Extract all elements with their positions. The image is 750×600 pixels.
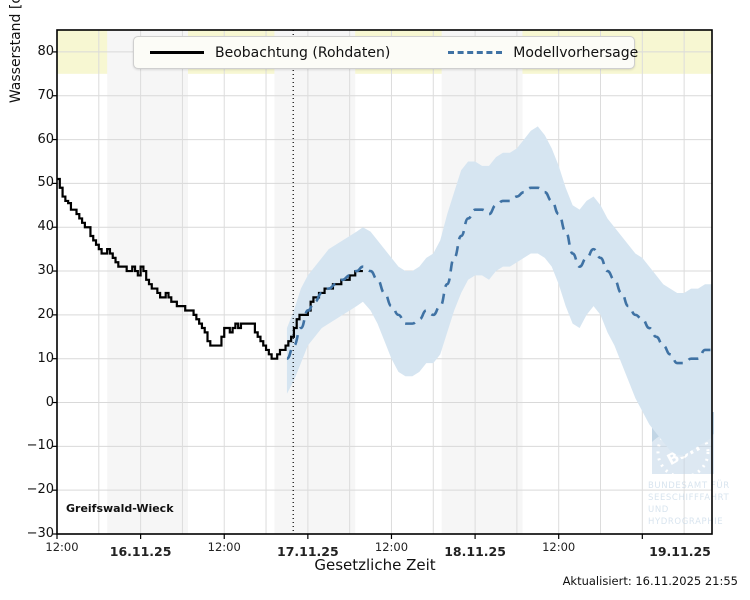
x-axis-ticks: 12:00 16.11.25 12:00 17.11.25 12:00 18.11.25 1… — [0, 536, 750, 559]
forecast-line — [286, 186, 712, 365]
updated-timestamp: Aktualisiert: 16.11.2025 21:55 — [562, 574, 738, 588]
x-tick-label: 16.11.25 — [109, 544, 172, 559]
x-tick-label: 18.11.25 — [444, 544, 506, 559]
legend-label-forecast: Modellvorhersage — [513, 44, 639, 61]
y-tick-label: −30 — [26, 526, 54, 541]
solid-line-icon — [150, 51, 204, 54]
y-tick-label: 70 — [37, 87, 54, 103]
y-tick-label: −10 — [26, 438, 54, 454]
y-tick-label: 40 — [37, 219, 54, 235]
dashed-line-icon — [448, 51, 503, 54]
svg-text:HYDROGRAPHIE: HYDROGRAPHIE — [648, 517, 723, 527]
svg-text:SEESCHIFFFAHRT: SEESCHIFFFAHRT — [648, 493, 730, 503]
x-tick-label: 12:00 — [45, 540, 79, 554]
legend-item-observation: Beobachtung (Rohdaten) — [150, 45, 390, 61]
y-tick-label: −20 — [26, 482, 54, 498]
x-axis-label: Gesetzliche Zeit — [314, 556, 436, 574]
forecast-uncertainty-band — [286, 126, 712, 456]
observation-line — [57, 177, 363, 360]
legend-item-forecast: Modellvorhersage — [448, 45, 638, 61]
legend-label-observation: Beobachtung (Rohdaten) — [215, 44, 391, 61]
y-tick-label: 60 — [37, 131, 54, 147]
y-axis-ticks: 80 70 60 50 40 30 20 10 0 −10 −20 −30 — [10, 0, 54, 600]
y-tick-label: 0 — [45, 394, 54, 410]
chart-legend: Beobachtung (Rohdaten) Modellvorhersage — [133, 36, 638, 69]
y-tick-label: 20 — [37, 306, 54, 322]
y-tick-label: 10 — [37, 350, 54, 366]
x-tick-label: 19.11.25 — [649, 544, 711, 559]
plot-frame — [56, 29, 713, 535]
x-tick-label: 17.11.25 — [277, 544, 339, 559]
y-tick-label: 50 — [37, 175, 54, 191]
svg-text:UND: UND — [648, 505, 669, 515]
svg-text:BUNDESAMT FÜR: BUNDESAMT FÜR — [648, 480, 730, 491]
x-tick-label: 12:00 — [542, 540, 576, 554]
x-tick-label: 12:00 — [207, 540, 241, 554]
y-tick-label: 80 — [37, 43, 54, 59]
station-name-label: Greifswald-Wieck — [66, 502, 174, 515]
y-tick-label: 30 — [37, 263, 54, 279]
night-shading-band-0 — [107, 30, 188, 534]
x-tick-label: 12:00 — [374, 540, 409, 554]
